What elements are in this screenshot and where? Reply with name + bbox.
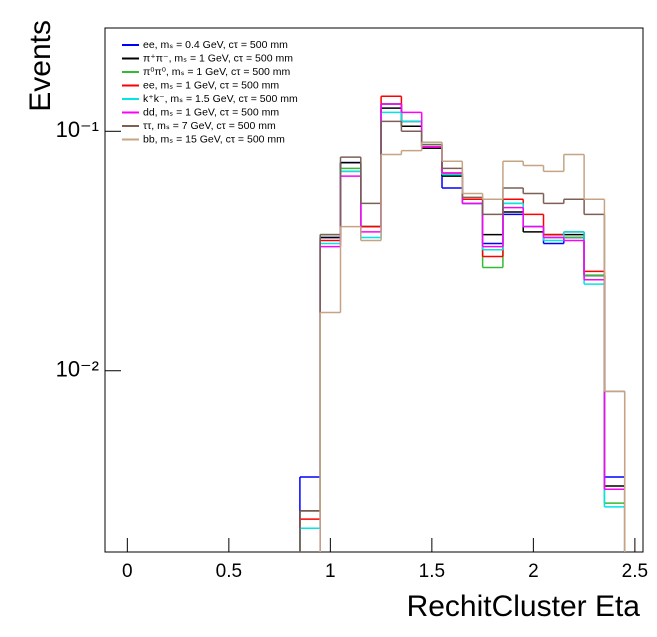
x-tick-label: 0: [122, 561, 133, 582]
legend-label: ee, mₛ = 1 GeV, cτ = 500 mm: [143, 79, 279, 91]
plot-area: [299, 95, 626, 552]
y-axis-label: Events: [24, 20, 57, 112]
legend-label: dd, mₛ = 1 GeV, cτ = 500 mm: [143, 106, 279, 118]
x-tick-label: 1: [325, 561, 336, 582]
y-tick-label: 10⁻²: [56, 357, 99, 382]
plot-frame: [104, 27, 644, 553]
x-axis-label: RechitCluster Eta: [407, 590, 641, 623]
legend-label: bb, mₛ = 15 GeV, cτ = 500 mm: [143, 133, 285, 145]
x-tick-label: 2: [528, 561, 539, 582]
x-tick-label: 0.5: [216, 561, 242, 582]
legend-label: ee, mₛ = 0.4 GeV, cτ = 500 mm: [143, 39, 288, 51]
y-tick-label: 10⁻¹: [56, 117, 99, 142]
legend-label: π⁺π⁻, mₛ = 1 GeV, cτ = 500 mm: [143, 52, 293, 64]
legend-label: π⁰π⁰, mₛ = 1 GeV, cτ = 500 mm: [143, 66, 291, 78]
x-tick-label: 2.5: [622, 561, 648, 582]
legend-label: ττ, mₛ = 7 GeV, cτ = 500 mm: [143, 120, 276, 132]
x-tick-label: 1.5: [419, 561, 445, 582]
legend-label: k⁺k⁻, mₛ = 1.5 GeV, cτ = 500 mm: [143, 93, 298, 105]
